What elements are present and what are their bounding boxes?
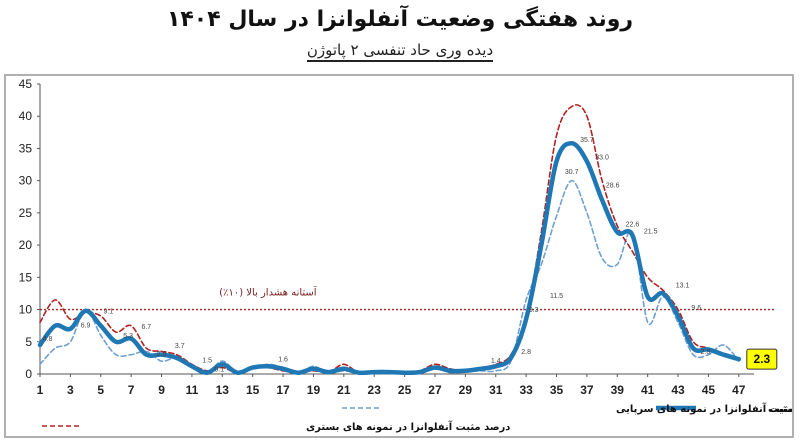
y-tick-label: 20 bbox=[19, 238, 33, 252]
x-tick-label: 27 bbox=[428, 383, 442, 397]
y-tick-label: 45 bbox=[19, 77, 33, 91]
series-outpatient-line bbox=[39, 179, 740, 374]
legend-inpatient-label: درصد مثبت آنفلوانزا در نمونه های بستری bbox=[306, 420, 510, 433]
data-label: 30.7 bbox=[565, 169, 579, 176]
chart-subtitle: دیده وری حاد تنفسی ۲ پاتوژن bbox=[306, 41, 494, 62]
x-tick-label: 37 bbox=[580, 383, 594, 397]
x-tick-label: 21 bbox=[337, 383, 351, 397]
legend-outpatient-label: درصد مثبت آنفلوانزا در نمونه های سرپایی bbox=[616, 402, 792, 415]
legend-average-label: میانگین آنفلوانزا مثبت bbox=[768, 402, 792, 415]
last-value-label: 2.3 bbox=[753, 352, 770, 366]
x-tick-label: 17 bbox=[276, 383, 290, 397]
data-label: 6.9 bbox=[81, 323, 91, 330]
data-label: 9.6 bbox=[691, 305, 701, 312]
chart-frame: 0 5 10 15 20 25 30 35 40 45 1 3 5 7 9 11 13 15 17 19 21 23 25 2… bbox=[4, 74, 794, 438]
y-tick-label: 40 bbox=[19, 109, 33, 123]
data-label: 6.7 bbox=[141, 324, 151, 331]
data-label: 33.0 bbox=[595, 154, 609, 161]
x-tick-label: 33 bbox=[519, 383, 533, 397]
data-label: 1.4 bbox=[491, 358, 501, 365]
x-tick-label: 29 bbox=[459, 383, 473, 397]
data-label: 21.5 bbox=[644, 228, 658, 235]
x-tick-label: 15 bbox=[246, 383, 260, 397]
data-label: 28.6 bbox=[606, 183, 620, 190]
data-label: 3.7 bbox=[175, 343, 185, 350]
data-label: 11.5 bbox=[550, 293, 563, 300]
title-area: روند هفتگی وضعیت آنفلوانزا در سال ۱۴۰۴ د… bbox=[0, 0, 800, 74]
y-tick-label: 25 bbox=[19, 206, 33, 220]
data-label: 4.8 bbox=[43, 336, 53, 343]
data-label: 2.8 bbox=[521, 349, 531, 356]
chart-subtitle-wrap: دیده وری حاد تنفسی ۲ پاتوژن bbox=[0, 40, 800, 62]
last-value-box bbox=[746, 348, 778, 370]
data-label: 2.5 bbox=[157, 351, 167, 358]
y-tick-label: 15 bbox=[19, 270, 33, 284]
y-tick-label: 10 bbox=[19, 303, 33, 317]
y-tick-label: 35 bbox=[19, 141, 33, 155]
x-tick-label: 3 bbox=[67, 383, 74, 397]
x-tick-label: 7 bbox=[128, 383, 135, 397]
data-label: 1.6 bbox=[278, 357, 288, 364]
data-label: 9.1 bbox=[103, 308, 113, 315]
x-tick-label: 35 bbox=[550, 383, 564, 397]
x-tick-label: 19 bbox=[307, 383, 321, 397]
x-tick-label: 5 bbox=[97, 383, 104, 397]
chart-title: روند هفتگی وضعیت آنفلوانزا در سال ۱۴۰۴ bbox=[166, 7, 634, 32]
x-tick-label: 39 bbox=[611, 383, 625, 397]
data-label: 1.5 bbox=[202, 357, 212, 364]
data-label: 5.3 bbox=[123, 333, 133, 340]
data-label: 22.6 bbox=[626, 221, 640, 228]
y-tick-label: 0 bbox=[25, 367, 32, 381]
y-tick-label: 30 bbox=[19, 174, 33, 188]
y-tick-label: 5 bbox=[25, 335, 32, 349]
x-tick-label: 23 bbox=[368, 383, 382, 397]
x-tick-label: 13 bbox=[216, 383, 230, 397]
series-average-line bbox=[37, 141, 742, 376]
x-tick-label: 45 bbox=[702, 383, 716, 397]
data-label: 0.1 bbox=[214, 366, 224, 373]
x-tick-label: 1 bbox=[37, 383, 44, 397]
x-tick-label: 43 bbox=[671, 383, 685, 397]
x-tick-label: 11 bbox=[186, 383, 199, 397]
data-label: 9.3 bbox=[529, 307, 539, 314]
x-tick-label: 41 bbox=[641, 383, 655, 397]
x-tick-label: 9 bbox=[158, 383, 165, 397]
data-label: 2.8 bbox=[701, 349, 711, 356]
x-tick-label: 31 bbox=[489, 383, 503, 397]
data-label: 13.1 bbox=[676, 283, 690, 290]
threshold-label: آستانه هشدار بالا (۱۰٪) bbox=[219, 286, 318, 299]
x-tick-label: 25 bbox=[398, 383, 412, 397]
x-tick-label: 47 bbox=[732, 383, 746, 397]
data-label: 35.7 bbox=[580, 137, 594, 144]
